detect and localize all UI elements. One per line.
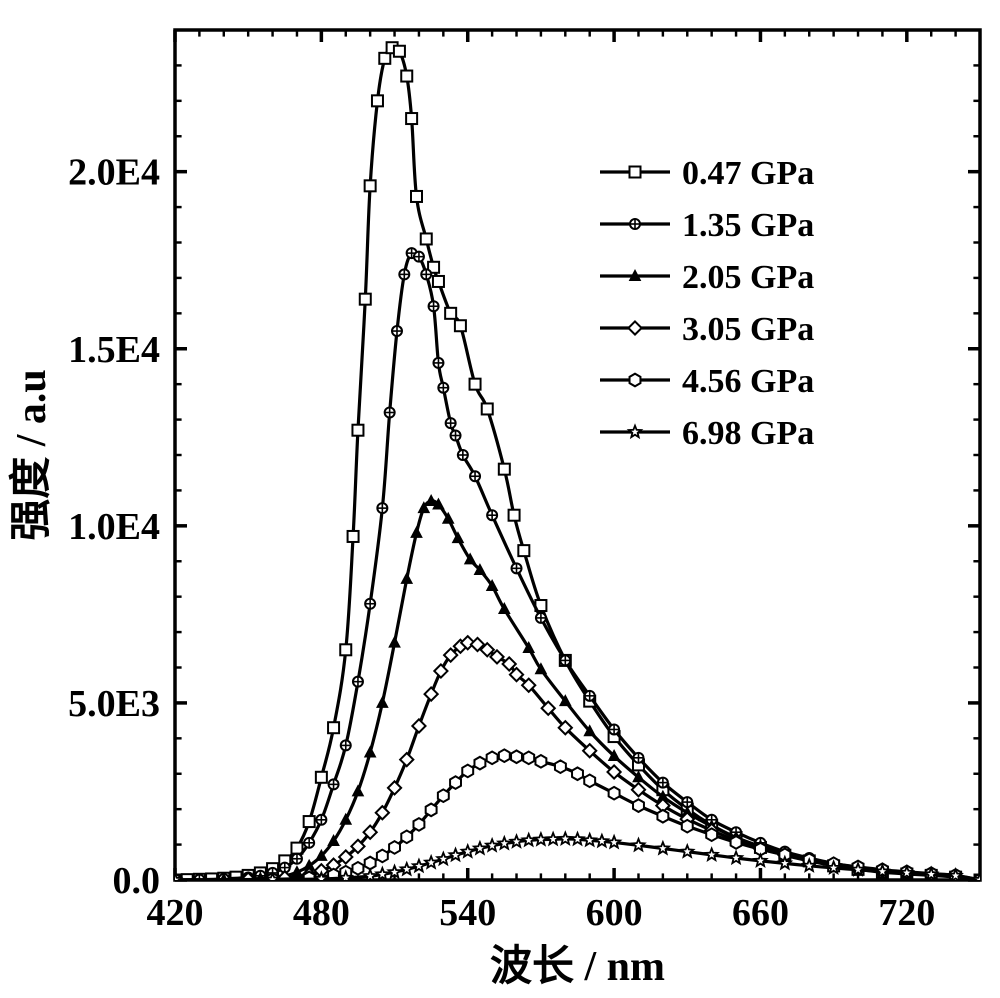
y-tick-label: 5.0E3 — [68, 683, 160, 725]
series-1 — [170, 248, 985, 885]
x-axis-title: 波长 / nm — [490, 943, 665, 990]
y-tick-label: 1.5E4 — [68, 329, 160, 371]
series-group — [168, 42, 986, 886]
legend-item-label: 3.05 GPa — [682, 311, 814, 348]
series-4 — [170, 749, 986, 886]
legend-item-label: 1.35 GPa — [682, 207, 814, 244]
x-tick-label: 540 — [439, 892, 496, 934]
x-tick-label: 480 — [293, 892, 350, 934]
x-tick-label: 720 — [878, 892, 935, 934]
y-tick-label: 1.0E4 — [68, 506, 160, 548]
legend-item-label: 0.47 GPa — [682, 155, 814, 192]
y-tick-label: 0.0 — [113, 860, 161, 902]
chart-svg: 4204805406006607200.05.0E31.0E41.5E42.0E… — [0, 0, 1000, 998]
spectra-chart: 4204805406006607200.05.0E31.0E41.5E42.0E… — [0, 0, 1000, 998]
legend: 0.47 GPa 1.35 GPa 2.05 GPa 3.05 GPa 4.56 GPa… — [600, 155, 814, 452]
y-tick-label: 2.0E4 — [68, 152, 160, 194]
legend-item-label: 4.56 GPa — [682, 363, 814, 400]
series-0 — [170, 42, 986, 885]
x-tick-label: 600 — [586, 892, 643, 934]
series-2 — [170, 495, 986, 884]
legend-item-label: 2.05 GPa — [682, 259, 814, 296]
y-axis-title: 强度 / a.u — [8, 369, 55, 541]
plot-frame — [175, 30, 980, 880]
legend-item-label: 6.98 GPa — [682, 415, 814, 452]
x-tick-label: 660 — [732, 892, 789, 934]
